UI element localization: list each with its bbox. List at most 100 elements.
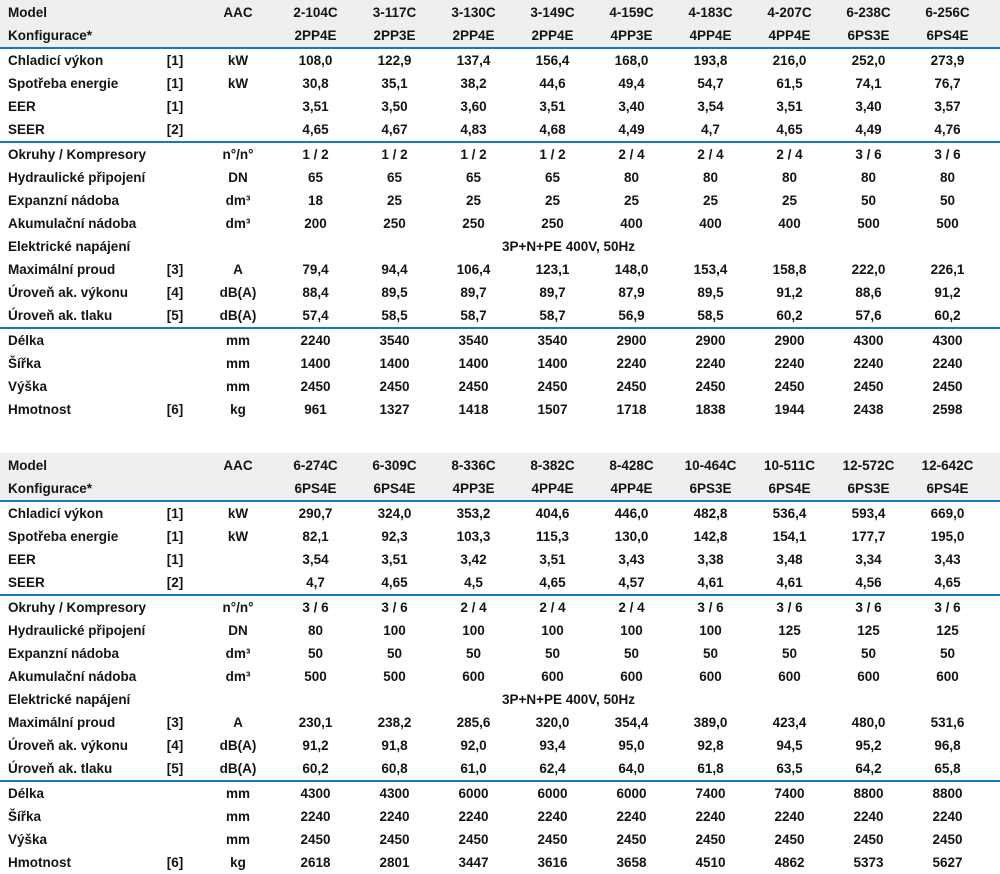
value-cell: 195,0 — [930, 529, 965, 544]
value-cell: 80 — [781, 170, 798, 185]
value-cell: 94,5 — [776, 738, 803, 753]
value-cell: 3,60 — [460, 99, 487, 114]
unit-label: dB(A) — [200, 304, 276, 329]
value-cell: 44,6 — [539, 76, 566, 91]
value-cell: 1 / 2 — [302, 147, 329, 162]
value-cell: 4,68 — [513, 118, 592, 143]
table-row: Délka mm 2240 3540 3540 3540 2900 2900 2900 4300 4… — [0, 328, 1000, 352]
unit-label: dB(A) — [219, 285, 257, 300]
value-cell: 2240 — [695, 356, 726, 371]
table-row: Výška mm 2450 2450 2450 2450 2450 2450 2450 2450 2… — [0, 375, 1000, 398]
value-cell: 60,2 — [276, 757, 355, 782]
table-row: Hmotnost [6] kg 2618 2801 3447 3616 3658 4510 486… — [0, 851, 1000, 874]
table-header: Model AAC 2-104C 3-117C 3-130C 3-149C 4-159C 4-… — [0, 0, 1000, 49]
value-cell: 122,9 — [377, 53, 412, 68]
spacer-cell — [987, 304, 1000, 329]
value-cell: 58,7 — [513, 304, 592, 329]
value-cell: 50 — [465, 646, 482, 661]
value-cell: 5373 — [853, 855, 884, 870]
table-row: Expanzní nádoba dm³ 50 50 50 50 50 50 50 50 50 — [0, 642, 1000, 665]
value-cell: 4,49 — [592, 118, 671, 143]
row-label: Elektrické napájení — [8, 239, 131, 254]
unit-label: dm³ — [225, 216, 251, 231]
value-cell: 4,65 — [355, 571, 434, 596]
value-cell: 50 — [544, 646, 561, 661]
value-cell: 123,1 — [535, 262, 570, 277]
table-section-1: Chladicí výkon [1] kW 290,7 324,0 353,2 404,6 4… — [0, 501, 1000, 596]
row-label: SEER — [0, 571, 150, 596]
value-cell: 4300 — [853, 333, 884, 348]
value-cell: 137,4 — [456, 53, 491, 68]
model-column-header: 12-572C — [829, 453, 908, 477]
value-cell: 4,61 — [671, 571, 750, 596]
value-cell: 3,51 — [539, 552, 566, 567]
value-cell: 2450 — [537, 379, 568, 394]
value-cell: 154,1 — [772, 529, 807, 544]
footnote-header-cell — [150, 24, 200, 49]
value-cell: 3,51 — [302, 99, 329, 114]
unit-label: n°/n° — [222, 600, 254, 615]
config-column-header: 6PS3E — [671, 477, 750, 502]
unit-label — [200, 548, 276, 571]
value-cell: 125 — [857, 623, 880, 638]
row-label: EER — [8, 552, 36, 567]
config-header-label: Konfigurace* — [0, 24, 150, 49]
spacer-cell — [987, 757, 1000, 782]
value-cell: 250 — [383, 216, 406, 231]
footnote-header-cell — [150, 477, 200, 502]
value-cell: 3,40 — [618, 99, 645, 114]
footnote-ref: [3] — [166, 715, 184, 730]
value-cell: 2450 — [932, 379, 963, 394]
value-cell: 89,7 — [460, 285, 487, 300]
spacer-cell — [987, 619, 1000, 642]
value-cell: 125 — [778, 623, 801, 638]
spacer-cell — [987, 166, 1000, 189]
table-row: SEER [2] 4,7 4,65 4,5 4,65 4,57 4,61 4,61 4,56 4,6… — [0, 571, 1000, 596]
footnote-ref — [150, 352, 200, 375]
table-row: Hmotnost [6] kg 961 1327 1418 1507 1718 1838 1944… — [0, 398, 1000, 421]
value-cell: 25 — [623, 193, 640, 208]
config-column-header: 2PP4E — [276, 24, 355, 49]
value-cell: 130,0 — [614, 529, 649, 544]
value-cell: 5627 — [932, 855, 963, 870]
footnote-header-cell — [150, 0, 200, 24]
value-cell: 2450 — [774, 379, 805, 394]
value-cell: 2801 — [379, 855, 410, 870]
footnote-ref: [1] — [166, 76, 184, 91]
model-column-header: 3-130C — [434, 0, 513, 24]
value-cell: 100 — [541, 623, 564, 638]
unit-label: mm — [225, 809, 250, 824]
value-cell: 3,51 — [776, 99, 803, 114]
value-cell: 423,4 — [772, 715, 807, 730]
footnote-ref: [1] — [166, 506, 184, 521]
value-cell: 3540 — [537, 333, 568, 348]
value-cell: 2450 — [300, 379, 331, 394]
value-cell: 2450 — [537, 832, 568, 847]
footnote-ref: [1] — [166, 53, 184, 68]
table-row: Délka mm 4300 4300 6000 6000 6000 7400 7400 8800 8… — [0, 781, 1000, 805]
value-cell: 156,4 — [535, 53, 570, 68]
value-cell: 100 — [620, 623, 643, 638]
value-cell: 4,7 — [276, 571, 355, 596]
config-header-label: Konfigurace* — [0, 477, 150, 502]
value-cell: 2240 — [695, 809, 726, 824]
model-column-header: 10-464C — [671, 453, 750, 477]
value-cell: 2438 — [853, 402, 884, 417]
model-column-header: 6-274C — [276, 453, 355, 477]
value-cell: 193,8 — [693, 53, 728, 68]
value-cell: 1400 — [458, 356, 489, 371]
value-cell: 961 — [304, 402, 327, 417]
row-label: Hmotnost — [8, 402, 71, 417]
config-column-header: 2PP4E — [513, 24, 592, 49]
value-cell: 3 / 6 — [697, 600, 724, 615]
table-row: Okruhy / Kompresory n°/n° 1 / 2 1 / 2 1 / 2 1… — [0, 142, 1000, 166]
table-row: EER [1] 3,51 3,50 3,60 3,51 3,40 3,54 3,51 3,40 3,… — [0, 95, 1000, 118]
value-cell: 74,1 — [855, 76, 882, 91]
config-column-header: 2PP3E — [355, 24, 434, 49]
spacer-cell — [987, 352, 1000, 375]
value-cell: 404,6 — [535, 506, 570, 521]
row-label: Úroveň ak. tlaku — [0, 757, 150, 782]
spacer-cell — [987, 828, 1000, 851]
spacer-cell — [987, 328, 1000, 352]
model-column-header: 2-104C — [276, 0, 355, 24]
